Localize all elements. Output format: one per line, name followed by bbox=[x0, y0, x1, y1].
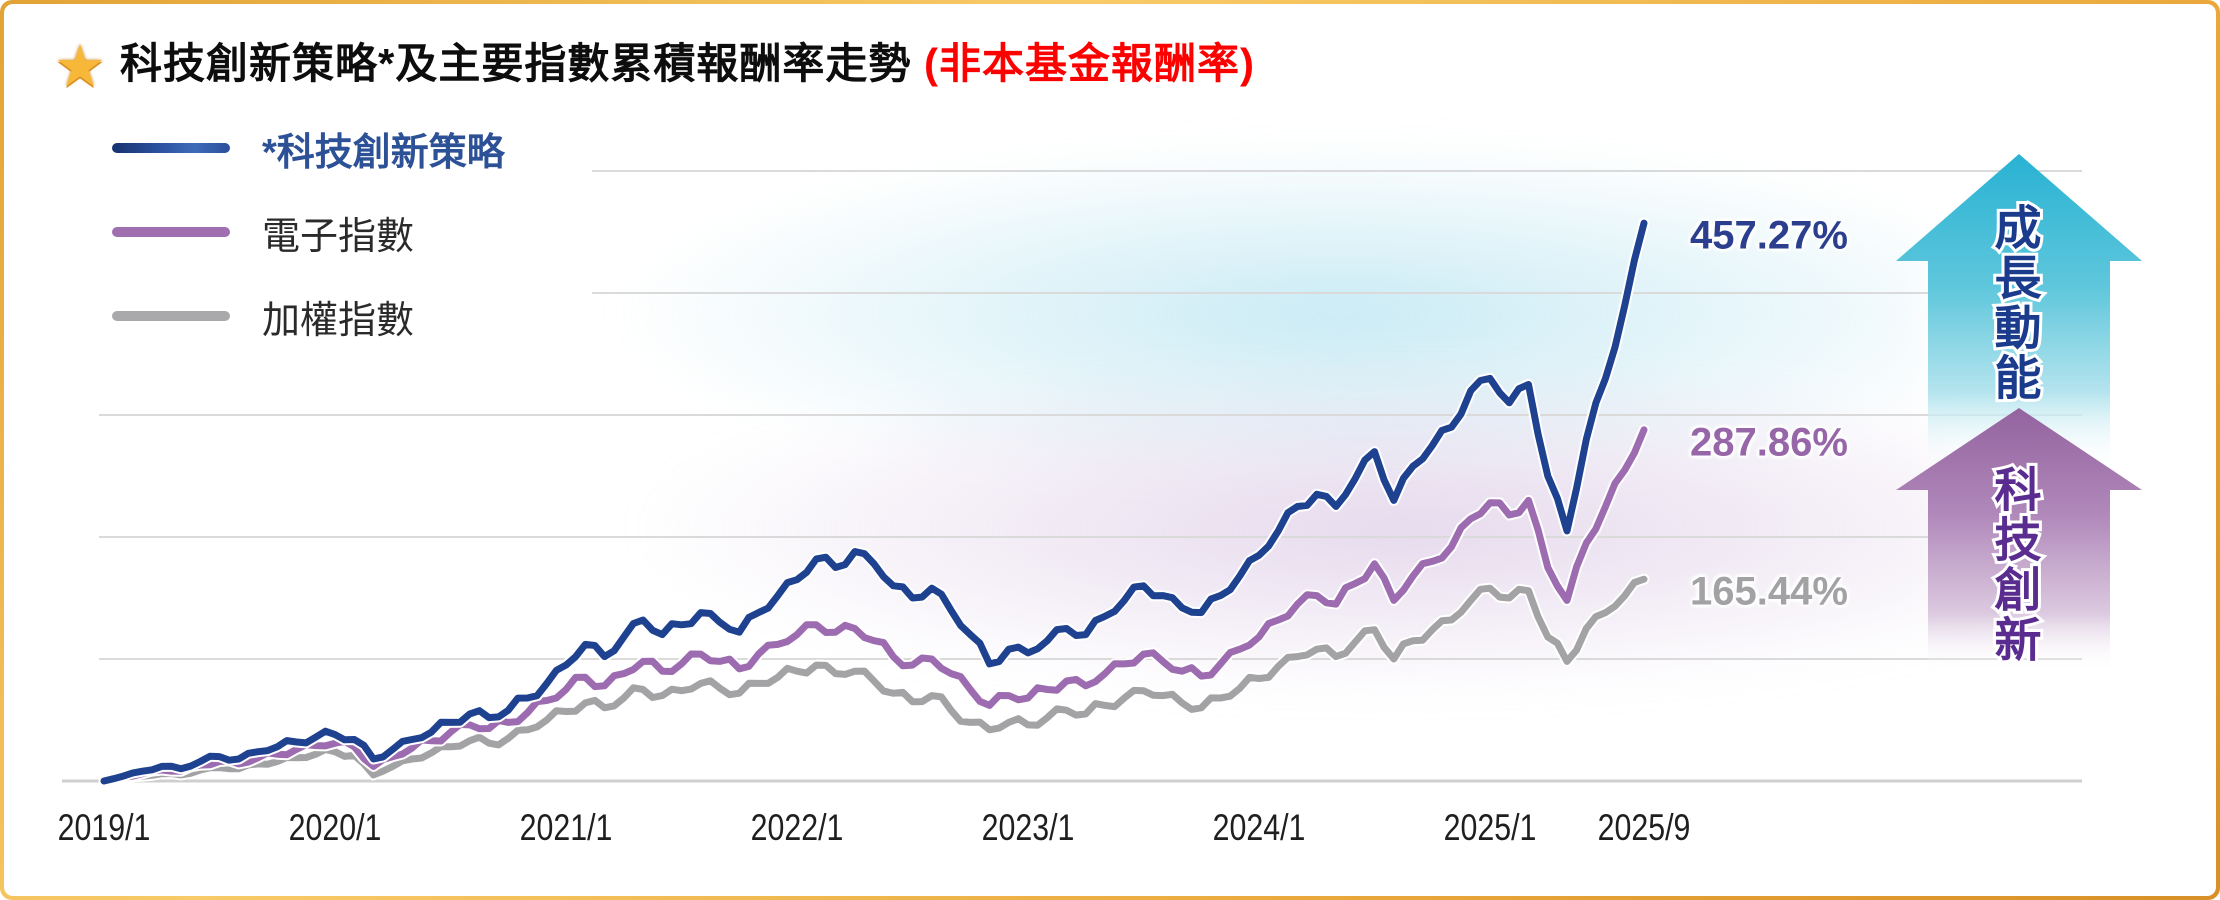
legend-item: 加權指數 bbox=[112, 274, 505, 358]
tech-innovation-arrow bbox=[1896, 408, 2142, 669]
legend-label: 加權指數 bbox=[262, 299, 415, 342]
legend-item: *科技創新策略 bbox=[112, 106, 505, 190]
legend-label: 電子指數 bbox=[262, 215, 415, 258]
x-axis-label: 2021/1 bbox=[519, 807, 613, 848]
arrow-label-char: 長 bbox=[1995, 252, 2043, 305]
legend-swatch bbox=[112, 311, 230, 321]
x-axis-label: 2025/9 bbox=[1597, 807, 1691, 848]
x-axis-label: 2019/1 bbox=[57, 807, 151, 848]
x-axis-label: 2020/1 bbox=[288, 807, 382, 848]
series-line-電子指數 bbox=[100, 426, 1648, 785]
tech-innovation-arrow-label: 科技創新 bbox=[1992, 461, 2045, 670]
chart-legend: *科技創新策略 電子指數加權指數 bbox=[112, 106, 505, 358]
arrow-label-char: 新 bbox=[1995, 614, 2042, 667]
series-lines bbox=[98, 217, 1650, 787]
arrow-label-char: 科 bbox=[1995, 464, 2042, 517]
title-text: 科技創新策略*及主要指數累積報酬率走勢 bbox=[120, 40, 912, 87]
end-value-label: 457.27% bbox=[1690, 213, 1848, 258]
legend-label: *科技創新策略 bbox=[262, 131, 505, 174]
x-axis-label: 2024/1 bbox=[1212, 807, 1306, 848]
title-row: ★ 科技創新策略*及主要指數累積報酬率走勢 (非本基金報酬率) bbox=[54, 30, 1255, 96]
arrow-label-char: 動 bbox=[1995, 302, 2042, 355]
series-line-*科技創新策略 bbox=[100, 219, 1648, 785]
title-highlight: (非本基金報酬率) bbox=[911, 40, 1256, 87]
arrow-label-char: 成 bbox=[1995, 202, 2042, 255]
x-axis-label: 2025/1 bbox=[1443, 807, 1537, 848]
legend-item: 電子指數 bbox=[112, 190, 505, 274]
star-icon: ★ bbox=[54, 34, 106, 99]
gridlines bbox=[62, 170, 2082, 783]
series-line-電子指數 bbox=[98, 424, 1650, 787]
end-value-label: 287.86% bbox=[1690, 420, 1848, 465]
arrow-label-char: 技 bbox=[1995, 514, 2042, 567]
chart-card: 成長動能 科技創新 ★ 科技創新策略*及主要指數累積報酬率走勢 (非本基金報酬率)… bbox=[4, 4, 2216, 896]
arrow-label-char: 創 bbox=[1995, 564, 2042, 617]
growth-momentum-arrow bbox=[1896, 154, 2142, 464]
page-title: 科技創新策略*及主要指數累積報酬率走勢 (非本基金報酬率) bbox=[120, 30, 1255, 91]
end-value-label: 165.44% bbox=[1690, 569, 1848, 614]
arrow-label-char: 能 bbox=[1995, 352, 2042, 405]
legend-swatch bbox=[112, 227, 230, 237]
x-axis-label: 2022/1 bbox=[750, 807, 844, 848]
series-line-加權指數 bbox=[100, 575, 1648, 785]
legend-swatch bbox=[112, 143, 230, 153]
x-axis-label: 2023/1 bbox=[981, 807, 1075, 848]
